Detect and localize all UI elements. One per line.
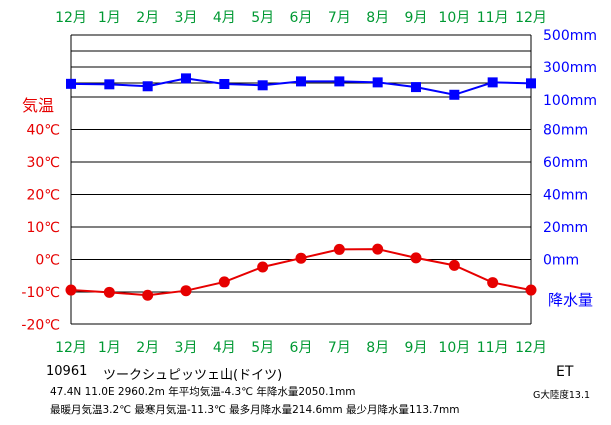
temperature-point — [142, 289, 154, 301]
temperature-axis-ticks: 40℃ 30℃ 20℃ 10℃ 0℃ -10℃ -20℃ — [21, 123, 60, 334]
precipitation-point — [334, 76, 345, 87]
month-label-bottom: 1月 — [98, 340, 121, 356]
temperature-point — [372, 243, 384, 255]
month-label-bottom: 11月 — [477, 340, 509, 356]
temperature-tick-label: 40℃ — [26, 123, 60, 139]
month-label-bottom: 9月 — [405, 340, 428, 356]
continentality: G大陸度13.1 — [533, 390, 591, 401]
month-label-top: 12月 — [515, 10, 547, 26]
precipitation-point — [257, 80, 268, 91]
station-info-line-2: 最暖月気温3.2℃ 最寒月気温-11.3℃ 最多月降水量214.6mm 最少月降… — [50, 404, 460, 416]
temperature-tick-label: 20℃ — [26, 188, 60, 204]
temperature-point — [218, 276, 230, 288]
temperature-point — [103, 286, 115, 298]
temperature-series — [65, 243, 537, 301]
temperature-tick-label: 0℃ — [35, 253, 60, 269]
month-label-top: 2月 — [136, 10, 159, 26]
temperature-tick-label: 30℃ — [26, 155, 60, 171]
month-label-top: 5月 — [251, 10, 274, 26]
month-labels-bottom: 12月 1月 2月 3月 4月 5月 6月 7月 8月 9月 10月 11月 12月 — [55, 340, 547, 356]
month-label-bottom: 5月 — [251, 340, 274, 356]
temperature-point — [180, 285, 192, 297]
precipitation-tick-label: 300mm — [543, 60, 597, 76]
temperature-tick-label: 10℃ — [26, 220, 60, 236]
precipitation-series — [66, 73, 536, 100]
temperature-point — [295, 252, 307, 264]
temperature-point — [257, 261, 269, 273]
precipitation-tick-label: 20mm — [543, 220, 588, 236]
month-label-top: 1月 — [98, 10, 121, 26]
precipitation-tick-label: 60mm — [543, 155, 588, 171]
month-label-top: 3月 — [175, 10, 198, 26]
temperature-point — [65, 284, 77, 296]
temperature-point — [410, 252, 422, 264]
month-label-top: 11月 — [477, 10, 509, 26]
precipitation-tick-label: 0mm — [543, 253, 579, 269]
precipitation-point — [142, 81, 153, 92]
precipitation-point — [411, 82, 421, 93]
month-label-top: 8月 — [366, 10, 389, 26]
month-label-bottom: 2月 — [136, 340, 159, 356]
temperature-tick-label: -10℃ — [21, 285, 60, 301]
temperature-point — [525, 284, 537, 296]
month-label-bottom: 12月 — [55, 340, 87, 356]
temperature-point — [333, 243, 345, 255]
precipitation-point — [487, 77, 498, 88]
month-label-top: 9月 — [405, 10, 428, 26]
station-name: ツークシュピッツェ山(ドイツ) — [103, 368, 283, 383]
precipitation-point — [66, 78, 76, 89]
station-number: 10961 — [46, 364, 88, 379]
temperature-tick-label: -20℃ — [21, 318, 60, 334]
precipitation-tick-label: 80mm — [543, 123, 588, 139]
station-info-line-1: 47.4N 11.0E 2960.2m 年平均気温-4.3℃ 年降水量2050.… — [50, 386, 356, 398]
month-label-top: 7月 — [328, 10, 351, 26]
month-label-bottom: 4月 — [213, 340, 236, 356]
month-label-bottom: 3月 — [175, 340, 198, 356]
month-label-top: 6月 — [290, 10, 313, 26]
temperature-axis-label: 気温 — [22, 96, 55, 115]
precipitation-point — [526, 78, 536, 89]
precipitation-point — [104, 79, 115, 90]
month-label-bottom: 7月 — [328, 340, 351, 356]
precipitation-point — [449, 89, 460, 100]
precipitation-point — [296, 76, 306, 87]
month-label-top: 4月 — [213, 10, 236, 26]
precipitation-point — [181, 73, 191, 84]
precipitation-tick-label: 500mm — [543, 28, 597, 44]
precipitation-tick-label: 40mm — [543, 188, 588, 204]
month-label-bottom: 6月 — [290, 340, 313, 356]
month-label-top: 10月 — [438, 10, 470, 26]
precipitation-point — [372, 77, 383, 88]
precipitation-axis-ticks: 500mm 300mm 100mm 80mm 60mm 40mm 20mm 0mm — [543, 28, 597, 269]
precipitation-point — [219, 79, 230, 89]
month-label-bottom: 10月 — [438, 340, 470, 356]
temperature-point — [448, 259, 460, 271]
month-label-bottom: 12月 — [515, 340, 547, 356]
climate-class: ET — [556, 364, 574, 380]
temperature-point — [487, 277, 499, 289]
precipitation-axis-label: 降水量 — [548, 291, 594, 309]
month-labels-top: 12月 1月 2月 3月 4月 5月 6月 7月 8月 9月 10月 11月 12月 — [55, 10, 547, 26]
month-label-top: 12月 — [55, 10, 87, 26]
precipitation-tick-label: 100mm — [543, 93, 597, 109]
month-label-bottom: 8月 — [366, 340, 389, 356]
